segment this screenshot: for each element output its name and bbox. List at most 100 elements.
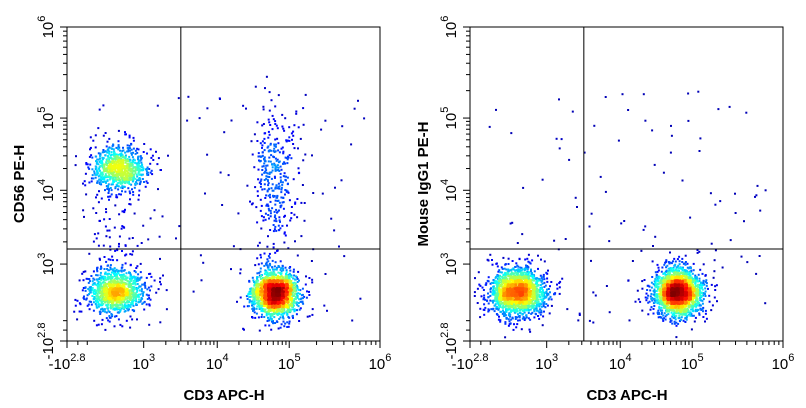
event-dot [115,294,118,297]
event-dot [288,322,291,325]
event-dot [646,297,649,300]
event-dot [117,293,120,296]
event-dot [259,293,262,296]
event-dot [112,154,115,157]
event-dot [98,160,101,163]
event-dot [75,155,77,158]
event-dot [640,249,643,252]
event-dot [294,283,297,286]
event-dot [116,159,119,162]
event-dot [262,108,265,111]
event-dot [253,166,256,169]
event-dot [279,220,281,223]
event-dot [112,283,115,286]
event-dot [112,167,115,169]
event-dot [106,162,108,165]
event-dot [140,288,143,291]
event-dot [533,316,536,319]
event-dot [699,268,702,271]
event-dot [125,290,128,293]
event-dot [272,320,274,323]
event-dot [128,203,131,205]
event-dot [282,316,284,319]
event-dot [122,277,125,280]
event-dot [107,195,110,198]
event-dot [269,160,272,163]
event-dot [104,173,107,176]
event-dot [105,208,107,211]
event-dot [350,143,353,146]
event-dot [266,203,269,206]
event-dot [73,310,76,313]
event-dot [521,233,524,236]
event-dot [107,176,110,178]
event-dot [277,142,280,145]
event-dot [93,288,96,291]
event-dot [84,286,87,289]
event-dot [267,235,269,238]
event-dot [96,301,99,304]
event-dot [134,278,137,281]
event-dot [100,308,102,311]
event-dot [652,298,655,300]
event-dot [267,182,270,185]
event-dot [504,336,507,339]
event-dot [673,257,676,260]
event-dot [137,278,140,281]
event-dot [286,287,289,290]
event-dot [130,148,133,151]
event-dot [101,304,104,306]
event-dot [117,177,120,180]
event-dot [110,189,113,192]
event-dot [115,178,118,181]
event-dot [263,293,266,296]
event-dot [111,315,114,318]
event-dot [289,295,292,298]
event-dot [128,164,131,167]
event-dot [111,182,114,185]
event-dot [294,240,296,243]
event-dot [292,316,294,319]
event-dot [143,181,145,183]
event-dot [487,302,490,305]
event-dot [504,263,507,266]
event-dot [124,262,127,265]
event-dot [268,274,271,277]
event-dot [78,310,81,313]
event-dot [540,280,543,283]
event-dot [535,309,538,312]
event-dot [270,171,273,174]
event-dot [263,272,266,275]
event-dot [116,311,119,314]
event-dot [294,286,297,289]
event-dot [271,114,274,117]
event-dot [199,254,202,257]
event-dot [118,235,121,238]
event-dot [277,271,280,274]
event-dot [129,170,132,173]
event-dot [258,271,261,274]
event-dot [284,234,287,237]
event-dot [139,299,142,302]
event-dot [99,219,101,222]
event-dot [131,156,134,159]
event-dot [274,168,277,171]
event-dot [671,322,674,325]
event-dot [274,284,277,287]
event-dot [275,306,278,309]
event-dot [252,301,255,304]
event-dot [114,296,117,299]
event-dot [295,110,298,113]
event-dot [665,260,668,263]
event-dot [124,182,127,184]
event-dot [261,313,263,316]
event-dot [261,169,264,171]
event-dot [526,268,529,271]
event-dot [276,313,279,316]
event-dot [696,308,699,311]
event-dot [107,186,110,189]
event-dot [299,298,302,301]
event-dot [698,313,701,316]
event-dot [270,149,273,152]
event-dot [137,163,140,166]
